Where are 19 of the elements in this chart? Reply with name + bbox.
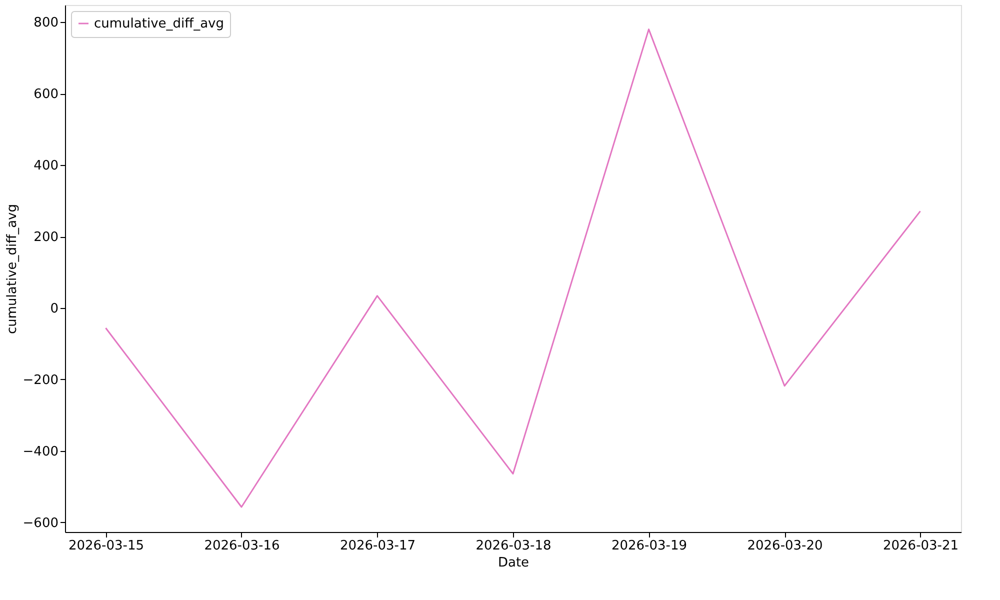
y-tick-label: 0 <box>50 301 58 316</box>
line-series <box>104 28 922 508</box>
x-tick-label: 2026-03-21 <box>882 538 959 554</box>
y-tick-label: 200 <box>34 230 58 246</box>
x-tick-label: 2026-03-20 <box>747 538 823 554</box>
y-tick-label: −400 <box>22 444 58 460</box>
x-tick-label: 2026-03-15 <box>68 538 144 554</box>
y-tick-label: 800 <box>34 16 58 31</box>
y-tick-label: 600 <box>34 87 58 102</box>
legend-label: cumulative_diff_avg <box>94 16 224 32</box>
y-tick-label: −600 <box>22 516 58 531</box>
x-tick-label: 2026-03-16 <box>204 538 280 554</box>
y-axis-title: cumulative_diff_avg <box>4 204 20 334</box>
x-tick-label: 2026-03-18 <box>476 538 552 554</box>
y-tick-label: −200 <box>22 372 58 388</box>
x-tick-label: 2026-03-19 <box>611 538 688 554</box>
x-axis-title: Date <box>498 556 530 570</box>
y-tick-label: 400 <box>34 158 58 174</box>
x-tick-label: 2026-03-17 <box>340 538 416 554</box>
